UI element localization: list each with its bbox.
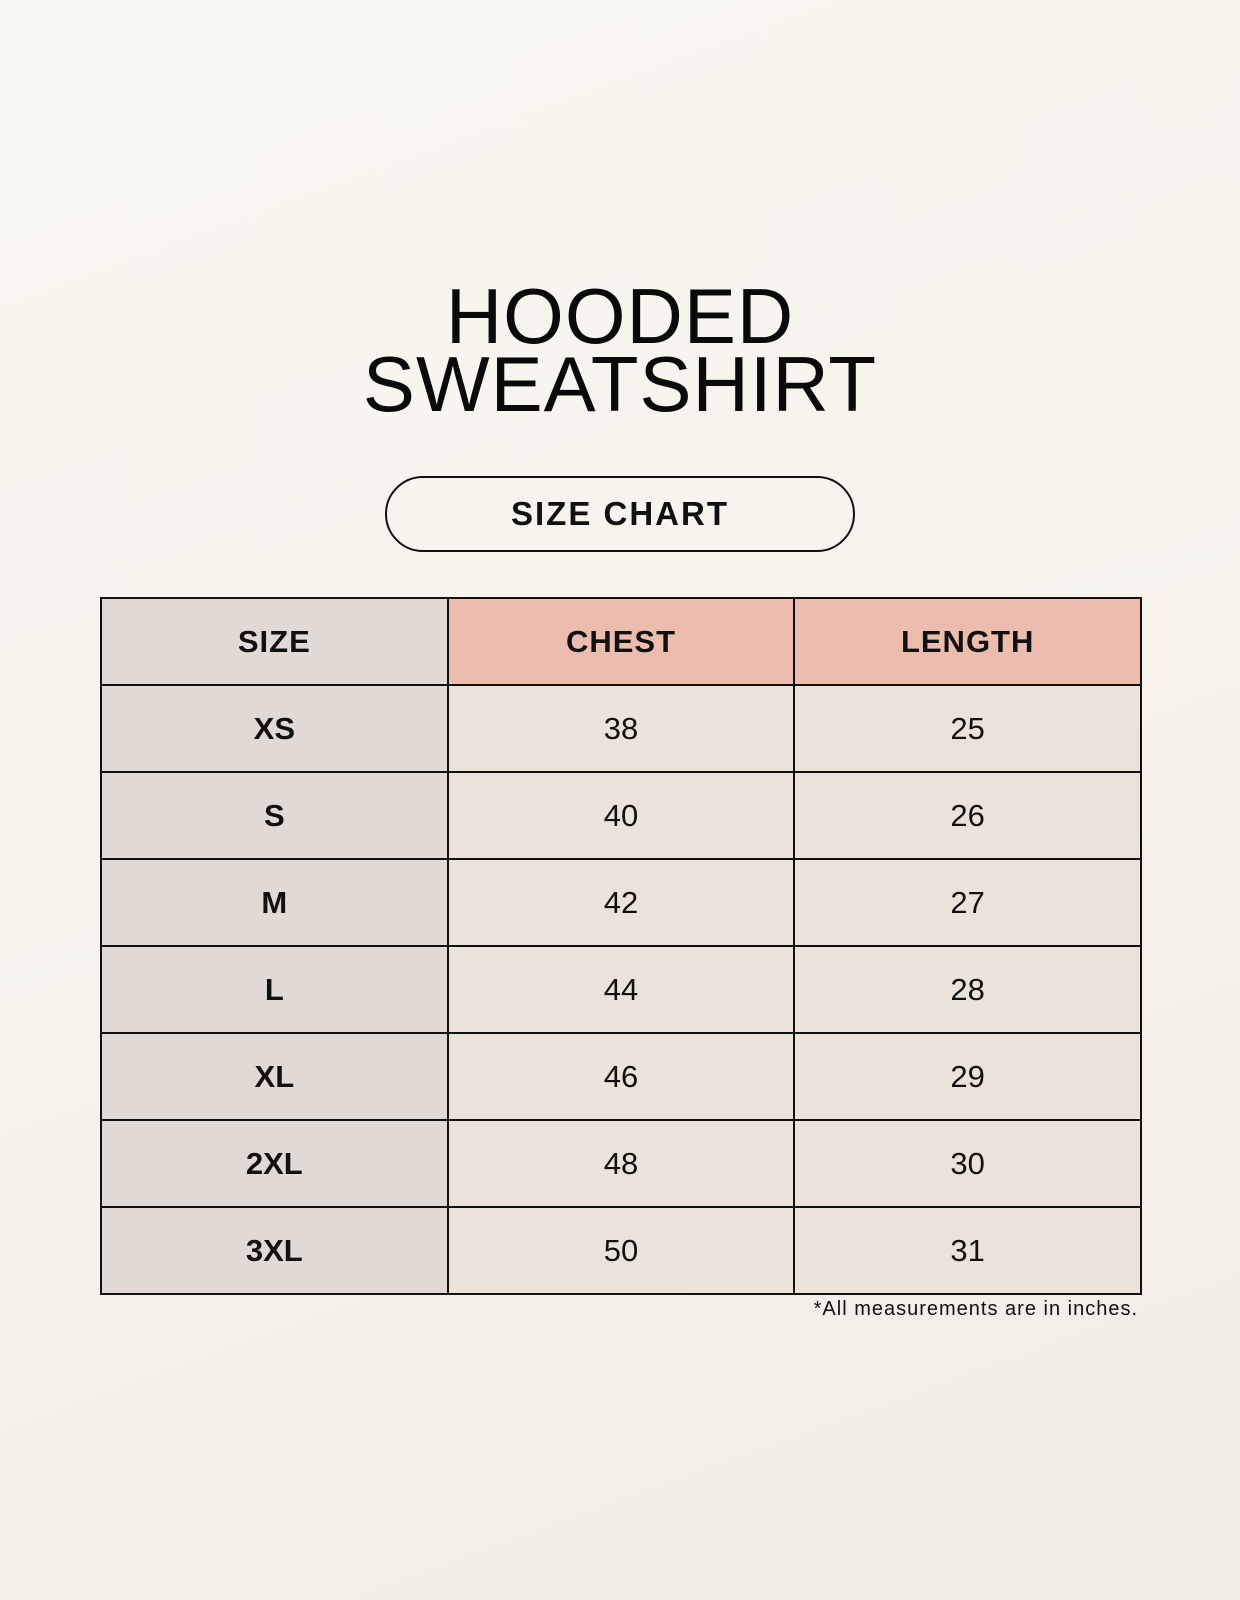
size-table: SIZE CHEST LENGTH XS 38 25 S 40 26 M 42 27 L 44 28 X… [100, 597, 1142, 1295]
cell-chest: 40 [446, 771, 796, 860]
header-length: LENGTH [793, 597, 1142, 686]
cell-chest: 44 [446, 945, 796, 1034]
table-row: XS 38 25 [100, 684, 1142, 773]
table-row: S 40 26 [100, 771, 1142, 860]
footnote: *All measurements are in inches. [813, 1298, 1138, 1320]
cell-size: M [100, 858, 449, 947]
cell-length: 31 [793, 1206, 1142, 1295]
cell-chest: 46 [446, 1032, 796, 1121]
cell-length: 26 [793, 771, 1142, 860]
cell-length: 28 [793, 945, 1142, 1034]
cell-size: 3XL [100, 1206, 449, 1295]
cell-length: 25 [793, 684, 1142, 773]
cell-size: S [100, 771, 449, 860]
header-row: SIZE CHEST LENGTH [100, 597, 1142, 686]
table-row: L 44 28 [100, 945, 1142, 1034]
header-size: SIZE [100, 597, 449, 686]
table-row: 2XL 48 30 [100, 1119, 1142, 1208]
cell-size: XS [100, 684, 449, 773]
cell-size: L [100, 945, 449, 1034]
cell-chest: 48 [446, 1119, 796, 1208]
page-title: HOODED SWEATSHIRT [0, 272, 1240, 428]
cell-chest: 38 [446, 684, 796, 773]
title-line-2: SWEATSHIRT [362, 340, 878, 428]
table-row: XL 46 29 [100, 1032, 1142, 1121]
cell-size: 2XL [100, 1119, 449, 1208]
size-chart-label: SIZE CHART [385, 476, 855, 552]
header-chest: CHEST [446, 597, 796, 686]
title-line-1: HOODED [445, 272, 795, 360]
table-row: M 42 27 [100, 858, 1142, 947]
cell-length: 30 [793, 1119, 1142, 1208]
cell-length: 29 [793, 1032, 1142, 1121]
cell-size: XL [100, 1032, 449, 1121]
cell-length: 27 [793, 858, 1142, 947]
table-row: 3XL 50 31 [100, 1206, 1142, 1295]
cell-chest: 50 [446, 1206, 796, 1295]
cell-chest: 42 [446, 858, 796, 947]
